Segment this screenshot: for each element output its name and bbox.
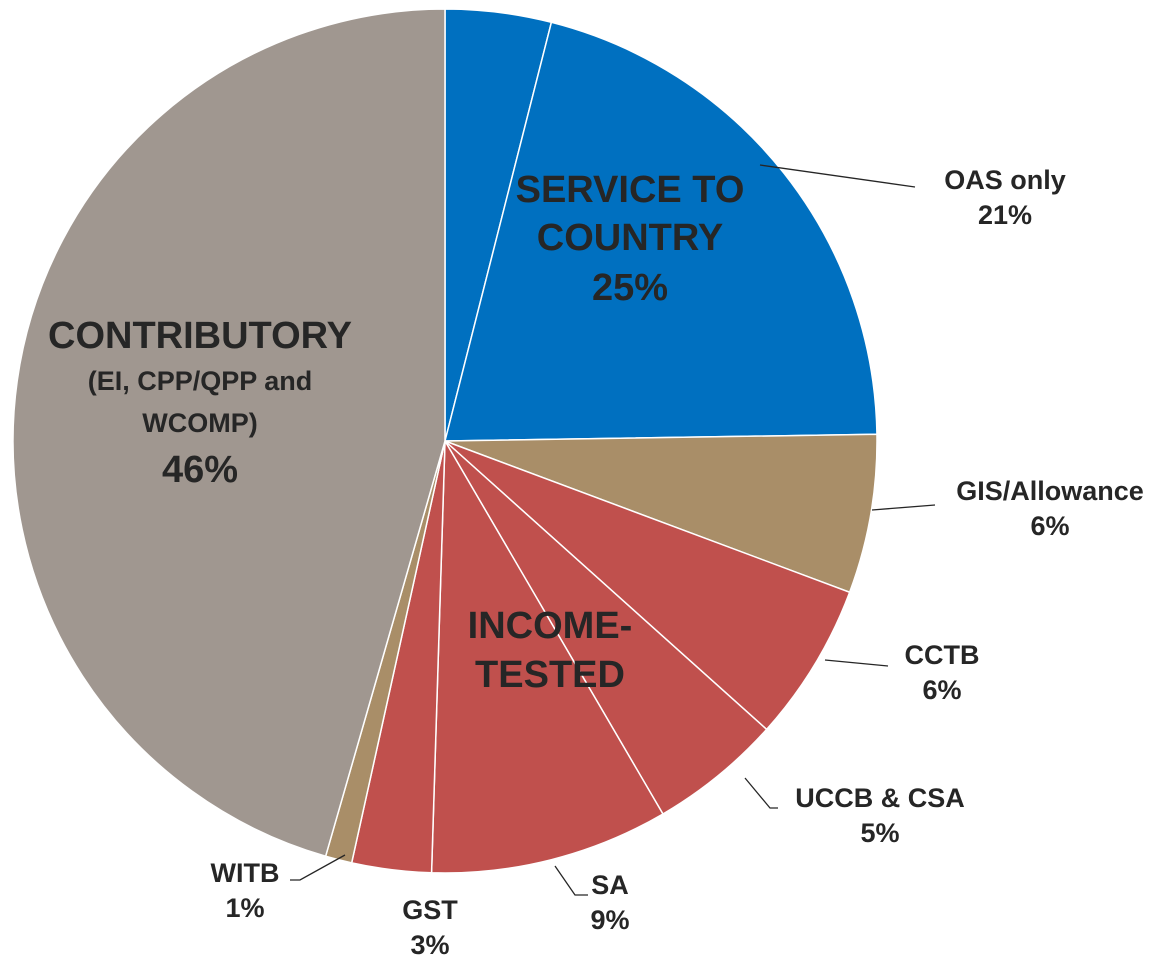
- slice-value-label: 21%: [978, 200, 1032, 230]
- slice-value-label: 1%: [225, 893, 264, 923]
- slice-label: CONTRIBUTORY: [48, 315, 352, 357]
- slice-value-label: 9%: [590, 905, 629, 935]
- slice-label: GIS/Allowance: [956, 476, 1144, 506]
- leader-line: [744, 777, 778, 809]
- leader-line: [290, 854, 346, 881]
- annotation: WCOMP): [142, 408, 257, 438]
- pie-slice: [430, 438, 664, 874]
- slice-label: OAS only: [944, 165, 1066, 195]
- pie-slice: [12, 8, 446, 858]
- slice-value-label: 6%: [922, 675, 961, 705]
- slice-value-label: 3%: [410, 930, 449, 959]
- group-label: COUNTRY: [537, 217, 723, 259]
- slice-value-label: 6%: [1030, 511, 1069, 541]
- pie-slice: [444, 440, 851, 731]
- leader-line: [824, 659, 889, 667]
- annotation: (EI, CPP/QPP and: [88, 366, 313, 396]
- slice-value-label: 46%: [162, 449, 238, 491]
- pie-slice: [444, 21, 878, 442]
- pie-slice: [444, 433, 878, 594]
- slice-value-label: 5%: [860, 818, 899, 848]
- slice-label: GST: [402, 895, 458, 925]
- group-label: INCOME-: [468, 605, 633, 647]
- slice-label: SA: [591, 870, 629, 900]
- leader-line: [554, 865, 588, 896]
- group-label: SERVICE TO: [516, 169, 745, 211]
- slice-label: WITB: [211, 858, 280, 888]
- leader-line: [871, 504, 936, 511]
- slice-label: UCCB & CSA: [795, 783, 965, 813]
- group-label: TESTED: [475, 654, 625, 696]
- group-value-label: 25%: [592, 267, 668, 309]
- leader-line: [759, 164, 916, 188]
- slice-label: CCTB: [905, 640, 980, 670]
